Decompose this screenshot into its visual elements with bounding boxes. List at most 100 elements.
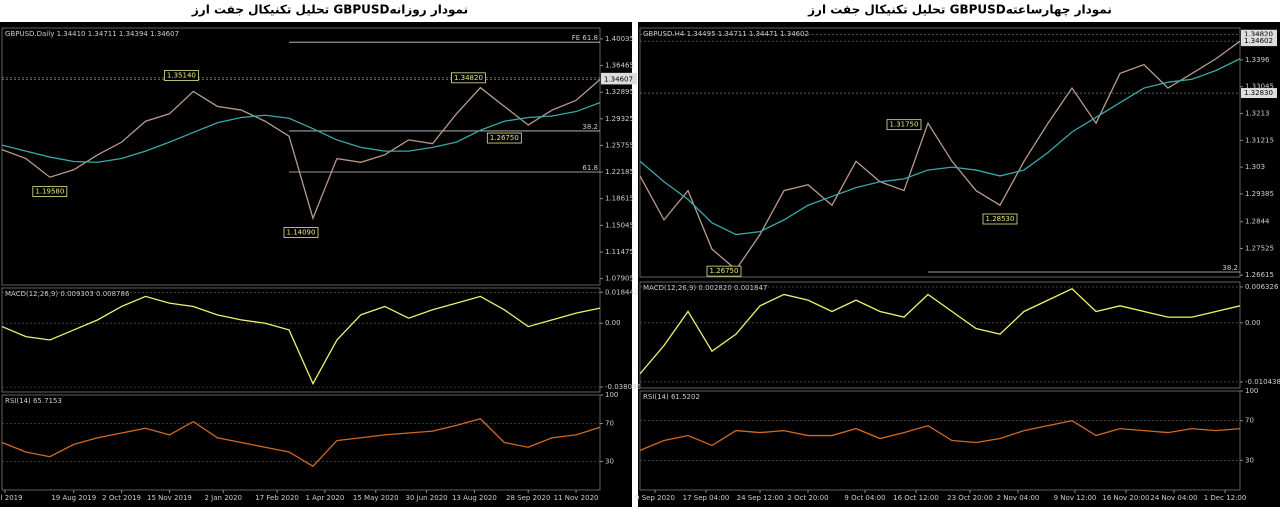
y-tick-label: 1.22185 (605, 168, 634, 176)
y-tick-label: 30 (1245, 456, 1254, 464)
annotation-label: 1.26750 (490, 134, 519, 142)
series-line (639, 420, 1241, 452)
price-label: 1.34602 (1244, 37, 1273, 45)
y-tick-label: -0.038095 (605, 383, 641, 391)
annotation-label: 1.31750 (890, 121, 919, 129)
annotation-label: 1.34820 (454, 74, 483, 82)
right-title: تحلیل تکنیکال جفت ارز GBPUSDنمودار چهارس… (807, 3, 1112, 18)
fib-level-label: 61.8 (582, 164, 598, 172)
y-tick-label: 0.00 (1245, 319, 1261, 327)
y-tick-label: 1.36465 (605, 62, 634, 70)
fib-level-label: FE 61.8 (572, 34, 598, 42)
x-tick-label: 16 Nov 20:00 (1102, 494, 1149, 502)
x-tick-label: 30 Jun 2020 (406, 494, 448, 502)
y-tick-label: 100 (1245, 387, 1258, 395)
annotation-box (32, 186, 68, 197)
x-tick-label: 11 Nov 2020 (554, 494, 599, 502)
y-tick-label: 0.018442 (605, 288, 638, 296)
x-tick-label: 24 Nov 04:00 (1150, 494, 1197, 502)
y-tick-label: 1.303 (1245, 163, 1265, 171)
pane-header: GBPUSD.H4 1.34495 1.34711 1.34471 1.3460… (643, 30, 809, 38)
series-line (639, 288, 1241, 375)
x-tick-label: 28 Sep 2020 (506, 494, 550, 502)
y-tick-label: 0.006326 (1245, 283, 1279, 291)
x-tick-label: 17 Feb 2020 (255, 494, 299, 502)
x-tick-label: 15 May 2020 (353, 494, 399, 502)
annotation-box (982, 213, 1018, 225)
y-tick-label: 1.18615 (605, 195, 634, 203)
y-tick-label: 1.31215 (1245, 136, 1274, 144)
x-tick-label: 15 Nov 2019 (147, 494, 192, 502)
annotation-box (451, 72, 486, 84)
price-label: 1.34820 (1244, 31, 1273, 39)
y-tick-label: 100 (605, 391, 618, 399)
pane-header: MACD(12,26,9) 0.002820 0.001847 (643, 284, 767, 292)
x-tick-label: 17 Sep 04:00 (683, 494, 730, 502)
pane-header: MACD(12,26,9) 0.009303 0.008786 (5, 290, 130, 298)
x-tick-label: 9 Sep 2020 (635, 494, 675, 502)
annotation-label: 1.14090 (287, 228, 316, 236)
annotation-label: 1.26750 (710, 267, 739, 275)
annotation-box (886, 119, 922, 131)
y-tick-label: 1.11475 (605, 248, 634, 256)
annotation-label: 1.19580 (35, 188, 64, 196)
y-tick-label: 1.15045 (605, 221, 634, 229)
pane-header: GBPUSD.Daily 1.34410 1.34711 1.34394 1.3… (5, 30, 179, 38)
x-tick-label: 9 Nov 12:00 (1054, 494, 1097, 502)
fib-level-label: 38.2 (582, 123, 598, 131)
fib-level-label: 38.2 (1222, 264, 1238, 272)
x-tick-label: 2 Nov 04:00 (997, 494, 1040, 502)
price-box (601, 74, 637, 85)
price-box (1241, 36, 1277, 47)
series-line (639, 58, 1241, 236)
y-tick-label: 1.29385 (1245, 190, 1274, 198)
x-tick-label: 23 Oct 20:00 (947, 494, 993, 502)
annotation-label: 1.28530 (986, 215, 1015, 223)
pane-frame (639, 281, 1241, 389)
annotation-box (706, 265, 742, 277)
y-tick-label: 70 (1245, 417, 1254, 425)
price-label: 1.32830 (1244, 89, 1273, 97)
annotation-box (283, 227, 319, 238)
y-tick-label: 1.33045 (1245, 83, 1274, 91)
x-tick-label: 2 Jan 2020 (205, 494, 243, 502)
pane-frame (639, 27, 1241, 278)
x-tick-label: 4 Jul 2019 (0, 494, 23, 502)
x-tick-label: 13 Aug 2020 (452, 494, 497, 502)
y-tick-label: 1.3213 (1245, 110, 1270, 118)
annotation-box (163, 70, 199, 81)
x-tick-label: 24 Sep 12:00 (737, 494, 784, 502)
price-label: 1.34607 (604, 75, 633, 83)
y-tick-label: 1.07905 (605, 275, 634, 283)
y-tick-label: 0.00 (605, 319, 621, 327)
pane-header: RSI(14) 65.7153 (5, 397, 62, 405)
y-tick-label: 1.25755 (605, 141, 634, 149)
y-tick-label: 1.3396 (1245, 56, 1270, 64)
y-tick-label: 1.29325 (605, 115, 634, 123)
y-tick-label: 30 (605, 458, 614, 466)
series-line (639, 40, 1241, 271)
y-tick-label: 1.40035 (605, 35, 634, 43)
x-tick-label: 1 Dec 12:00 (1204, 494, 1247, 502)
y-tick-label: 70 (605, 420, 614, 428)
x-tick-label: 1 Apr 2020 (306, 494, 345, 502)
pane-frame (1, 27, 601, 286)
price-box (1241, 88, 1277, 99)
annotation-box (486, 132, 522, 144)
price-box (1241, 29, 1277, 40)
divider (632, 22, 638, 507)
y-tick-label: -0.010438 (1245, 378, 1280, 386)
x-tick-label: 9 Oct 04:00 (844, 494, 885, 502)
series-line (1, 295, 601, 386)
y-tick-label: 1.27525 (1245, 244, 1274, 252)
left-title: تحلیل تکنیکال جفت ارز GBPUSDنمودار روزان… (191, 3, 468, 18)
y-tick-label: 1.2844 (1245, 218, 1270, 226)
annotation-label: 1.35140 (167, 71, 196, 79)
y-tick-label: 1.32895 (605, 88, 634, 96)
pane-frame (1, 287, 601, 393)
series-line (1, 418, 601, 468)
x-tick-label: 2 Oct 2019 (102, 494, 141, 502)
pane-header: RSI(14) 61.5202 (643, 393, 700, 401)
y-tick-label: 1.26615 (1245, 271, 1274, 279)
